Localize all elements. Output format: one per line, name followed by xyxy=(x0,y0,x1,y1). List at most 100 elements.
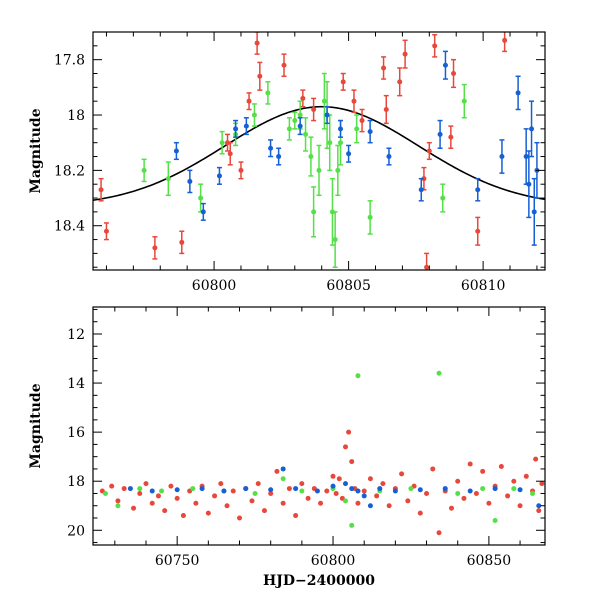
data-point xyxy=(492,517,498,523)
data-point xyxy=(335,167,341,173)
data-point xyxy=(405,498,411,504)
data-point xyxy=(437,131,443,137)
data-point xyxy=(115,503,121,509)
data-point xyxy=(426,148,432,154)
data-point xyxy=(361,488,367,494)
y-tick-label: 17.8 xyxy=(54,53,85,69)
data-point xyxy=(436,530,442,536)
data-point xyxy=(523,473,529,479)
data-point xyxy=(448,134,454,140)
data-point xyxy=(297,123,303,129)
data-point xyxy=(417,487,423,493)
data-point xyxy=(159,488,165,494)
data-point xyxy=(141,167,147,173)
x-tick-label: 60805 xyxy=(326,278,371,294)
data-point xyxy=(193,500,199,506)
data-point xyxy=(212,493,218,499)
data-point xyxy=(377,486,383,492)
data-point xyxy=(461,98,467,104)
data-point xyxy=(221,488,227,494)
data-point xyxy=(254,40,260,46)
y-tick-label: 12 xyxy=(67,327,85,343)
data-point xyxy=(224,503,230,509)
data-point xyxy=(408,486,414,492)
data-point xyxy=(102,490,108,496)
data-point xyxy=(383,106,389,112)
data-point xyxy=(361,493,367,499)
series-red xyxy=(99,429,545,536)
data-point xyxy=(257,73,263,79)
data-point xyxy=(237,515,243,521)
data-point xyxy=(127,486,133,492)
data-point xyxy=(402,51,408,57)
data-point xyxy=(131,505,137,511)
data-point xyxy=(475,228,481,234)
data-point xyxy=(190,486,196,492)
data-point xyxy=(499,154,505,160)
data-point xyxy=(386,503,392,509)
data-point xyxy=(251,112,257,118)
data-point xyxy=(268,490,274,496)
plot-frame xyxy=(92,31,546,271)
data-point xyxy=(502,37,508,43)
data-point xyxy=(280,500,286,506)
data-point xyxy=(498,463,504,469)
data-point xyxy=(305,495,311,501)
data-point xyxy=(230,488,236,494)
data-point xyxy=(480,486,486,492)
data-point xyxy=(216,173,222,179)
data-point xyxy=(327,140,333,146)
data-point xyxy=(292,118,298,124)
x-tick-label: 60800 xyxy=(192,278,237,294)
data-point xyxy=(243,123,249,129)
data-point xyxy=(539,481,545,487)
data-point xyxy=(165,176,171,182)
plot-area xyxy=(99,370,545,536)
data-point xyxy=(342,481,348,487)
data-point xyxy=(268,145,274,151)
data-point xyxy=(455,478,461,484)
y-tick-label: 16 xyxy=(67,425,85,441)
data-point xyxy=(174,487,180,493)
data-point xyxy=(492,486,498,492)
data-point xyxy=(355,373,361,379)
series-blue xyxy=(127,466,542,509)
data-point xyxy=(442,486,448,492)
data-point xyxy=(473,490,479,496)
data-point xyxy=(299,488,305,494)
data-point xyxy=(243,486,249,492)
data-point xyxy=(432,43,438,49)
y-tick-label: 18 xyxy=(67,474,85,490)
data-point xyxy=(293,486,299,492)
data-point xyxy=(149,500,155,506)
data-point xyxy=(286,126,292,132)
x-axis-label: HJD−2400000 xyxy=(263,573,375,589)
data-point xyxy=(523,154,529,160)
data-point xyxy=(392,488,398,494)
data-point xyxy=(480,468,486,474)
data-point xyxy=(218,481,224,487)
data-point xyxy=(311,106,317,112)
data-point xyxy=(386,154,392,160)
data-point xyxy=(346,151,352,157)
data-point xyxy=(238,167,244,173)
data-point xyxy=(467,461,473,467)
data-point xyxy=(198,195,204,201)
data-point xyxy=(374,493,380,499)
data-point xyxy=(486,500,492,506)
data-point xyxy=(338,140,344,146)
data-point xyxy=(440,195,446,201)
data-point xyxy=(424,264,430,270)
data-point xyxy=(281,62,287,68)
data-point xyxy=(530,490,536,496)
data-point xyxy=(299,481,305,487)
x-tick-label: 60800 xyxy=(311,553,356,569)
data-point xyxy=(436,370,442,376)
series-red xyxy=(98,32,508,270)
data-point xyxy=(336,476,342,482)
data-point xyxy=(280,466,286,472)
data-point xyxy=(526,181,532,187)
data-point xyxy=(252,490,258,496)
data-point xyxy=(303,131,309,137)
data-point xyxy=(173,148,179,154)
